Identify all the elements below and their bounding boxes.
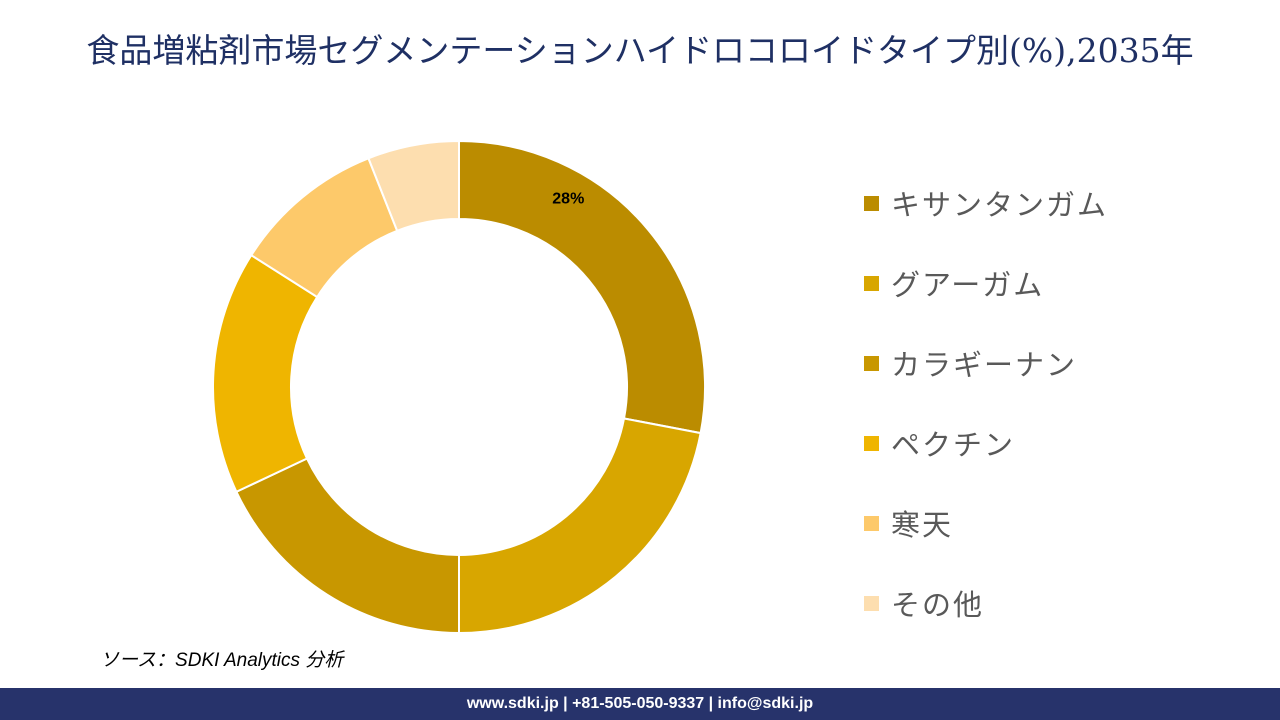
donut-segment-1	[458, 417, 702, 635]
legend-label: グアーガム	[891, 268, 1045, 302]
legend-swatch-icon	[864, 515, 879, 531]
legend-label: カラギーナン	[891, 348, 1078, 382]
source-note: ソース：SDKI Analytics 分析	[100, 650, 344, 671]
legend-item-xanthan-gum: キサンタンガム	[864, 163, 1108, 243]
legend-item-guar-gum: グアーガム	[864, 243, 1108, 323]
donut-chart: 28%	[200, 130, 720, 650]
legend-swatch-icon	[864, 435, 879, 451]
legend-swatch-icon	[864, 355, 879, 371]
legend-swatch-icon	[864, 595, 879, 611]
legend-label: ペクチン	[891, 428, 1016, 462]
chart-title: 食品増粘剤市場セグメンテーションハイドロコロイドタイプ別(%),2035年	[86, 31, 1194, 70]
donut-segment-2	[235, 457, 460, 635]
donut-segment-0	[458, 139, 706, 435]
legend-item-agar: 寒天	[864, 483, 1108, 563]
donut-segment-3	[212, 253, 319, 494]
legend-item-others: その他	[864, 563, 1108, 643]
legend-item-carrageenan: カラギーナン	[864, 323, 1108, 403]
data-label: 28%	[552, 191, 584, 208]
donut-chart-svg: 28%	[212, 139, 706, 635]
chart-legend: キサンタンガム グアーガム カラギーナン ペクチン 寒天 その他	[864, 163, 1108, 643]
legend-label: 寒天	[891, 508, 954, 542]
legend-swatch-icon	[864, 195, 879, 211]
legend-label: その他	[891, 588, 985, 622]
legend-swatch-icon	[864, 275, 879, 291]
legend-label: キサンタンガム	[891, 188, 1109, 222]
donut-segment-5	[367, 139, 460, 233]
legend-item-pectin: ペクチン	[864, 403, 1108, 483]
footer-contact-bar: www.sdki.jp | +81-505-050-9337 | info@sd…	[0, 688, 1280, 720]
